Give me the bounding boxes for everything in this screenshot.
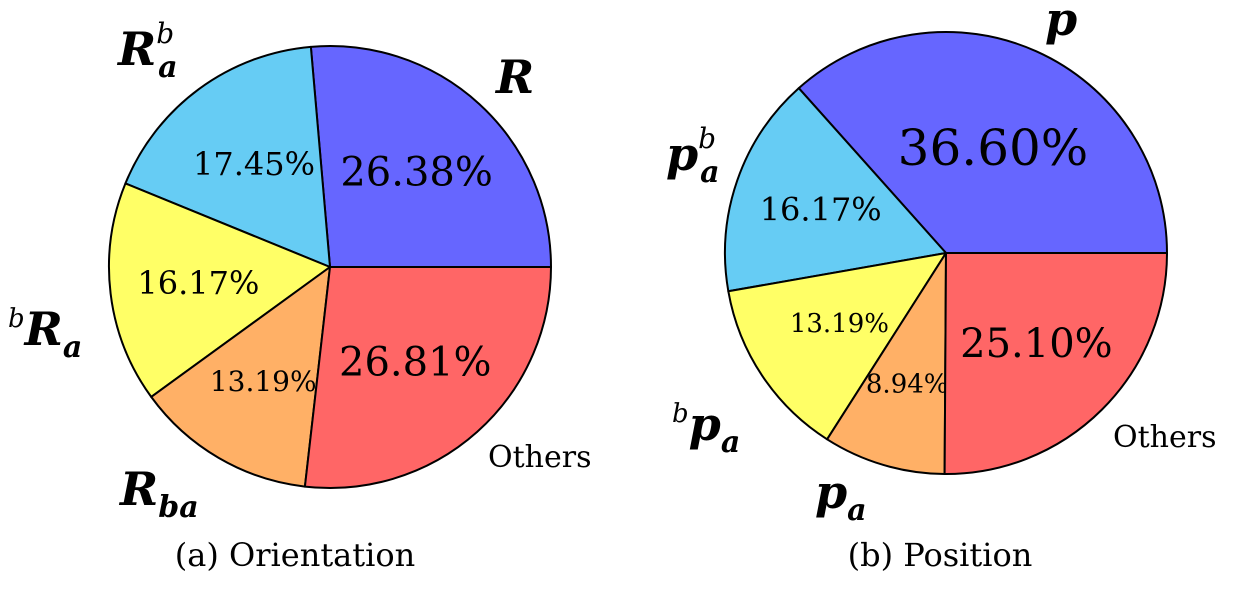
label-subscript: a — [847, 493, 866, 528]
label-symbol: p — [815, 465, 847, 519]
slice-percent-label: 26.38% — [340, 150, 493, 196]
label-symbol: R — [494, 50, 534, 104]
pie-chart-position: 36.60%p16.17%pb a13.19%bpa8.94%pa25.10%Ot… — [666, 0, 1216, 574]
label-subscript: ba — [158, 490, 198, 525]
chart-caption: (b) Position — [848, 536, 1033, 574]
label-subscript: a — [158, 50, 177, 85]
label-presuperscript: b — [8, 304, 25, 334]
pie-slice — [797, 31, 1168, 254]
slice-category-label: bpa — [672, 397, 740, 460]
label-symbol: R — [118, 462, 158, 516]
slice-category-label: pa — [815, 465, 867, 528]
label-subscript: a — [721, 425, 740, 460]
slice-category-label: Others — [1113, 420, 1216, 455]
pie-slice — [124, 45, 331, 268]
slice-percent-label: 16.17% — [760, 191, 882, 229]
pie-slice — [309, 45, 552, 268]
slice-percent-label: 13.19% — [210, 365, 317, 398]
slice-percent-label: 26.81% — [339, 340, 492, 386]
pie-chart-orientation: 26.38%R17.45%Rb a16.17%bRa13.19%Rba26.81%… — [8, 17, 591, 574]
slice-category-label: bRa — [8, 302, 82, 365]
slice-percent-label: 25.10% — [960, 321, 1113, 367]
slice-category-label: Rba — [118, 462, 199, 525]
label-symbol: R — [116, 22, 156, 76]
pie-slice — [727, 252, 947, 441]
slice-category-label: Others — [488, 440, 591, 475]
label-superscript: b — [156, 17, 174, 50]
label-presuperscript: b — [672, 399, 689, 429]
label-superscript: b — [698, 122, 716, 155]
slice-percent-label: 16.17% — [137, 264, 259, 302]
slice-percent-label: 36.60% — [898, 119, 1089, 177]
slice-category-label: R — [494, 50, 534, 104]
pie-slice — [303, 266, 552, 489]
label-symbol: p — [666, 127, 698, 181]
pie-slice — [108, 182, 331, 398]
slice-percent-label: 13.19% — [790, 309, 889, 339]
slice-category-label: pb a — [666, 122, 720, 190]
label-symbol: p — [1045, 0, 1077, 46]
label-subscript: a — [700, 155, 719, 190]
label-subscript: a — [63, 330, 82, 365]
label-symbol: R — [23, 302, 63, 356]
label-symbol: p — [689, 397, 721, 451]
pie-slice — [150, 266, 331, 488]
slice-category-label: p — [1045, 0, 1077, 46]
slice-percent-label: 8.94% — [866, 369, 949, 399]
pie-slice — [943, 252, 1168, 476]
pie-slice — [724, 87, 947, 293]
slice-percent-label: 17.45% — [193, 145, 315, 183]
chart-caption: (a) Orientation — [175, 536, 415, 574]
pie-slice — [826, 252, 947, 475]
